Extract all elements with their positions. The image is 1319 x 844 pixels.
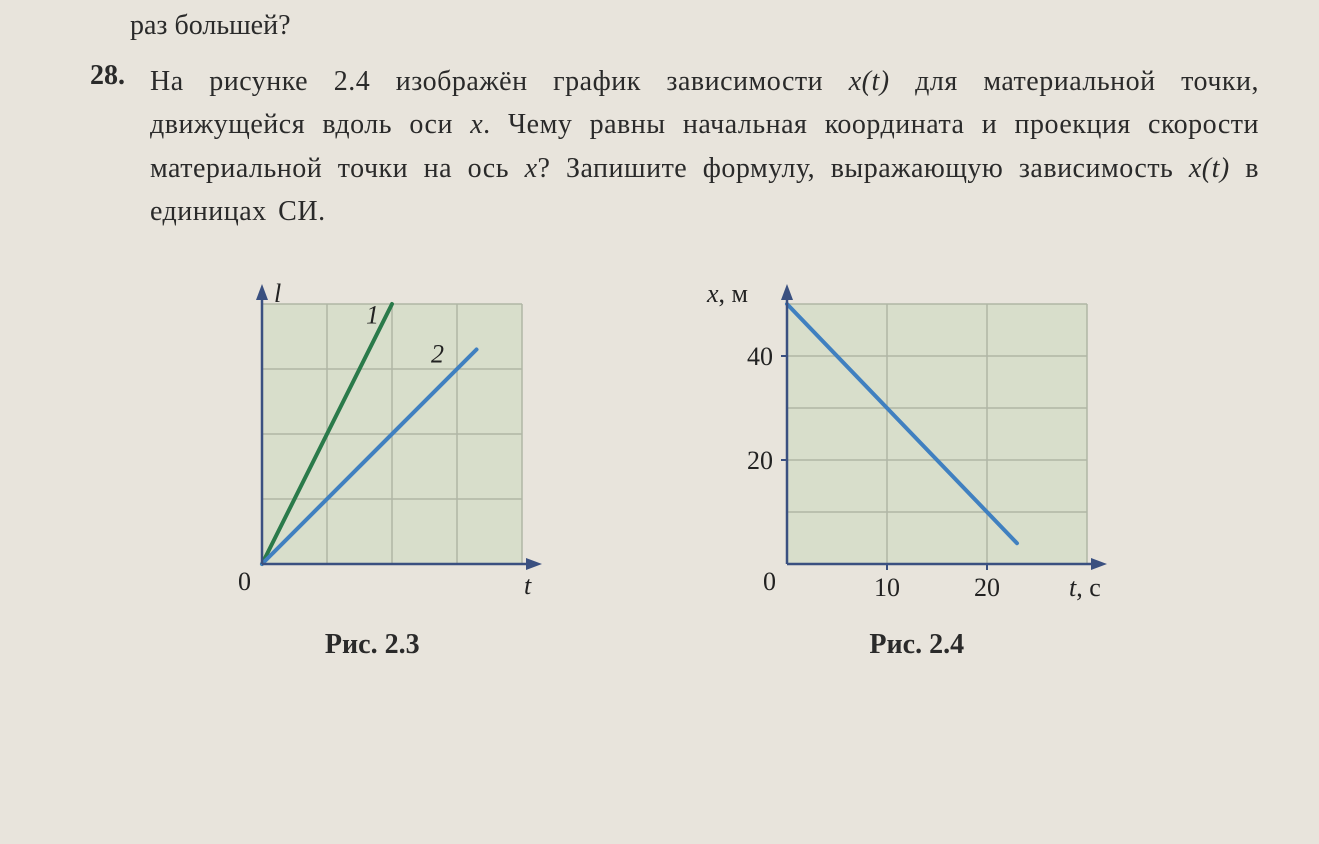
problem-text: На рисунке 2.4 изображён график зависимо… xyxy=(150,60,1259,234)
svg-text:t, с: t, с xyxy=(1069,573,1101,602)
svg-text:0: 0 xyxy=(763,567,776,596)
svg-text:x, м: x, м xyxy=(706,279,748,308)
figure-caption: Рис. 2.3 xyxy=(325,629,420,661)
text-part: На рисунке 2.4 изображён график зависимо… xyxy=(150,66,849,97)
svg-text:1: 1 xyxy=(366,300,379,329)
figure-2-4: 10 20 20 40 x, м t, с 0 Рис. 2.4 xyxy=(677,274,1157,661)
math-var: x xyxy=(525,153,538,184)
svg-text:40: 40 xyxy=(747,342,773,371)
svg-text:t: t xyxy=(524,571,532,600)
svg-text:20: 20 xyxy=(974,573,1000,602)
svg-text:10: 10 xyxy=(874,573,900,602)
svg-text:0: 0 xyxy=(238,567,251,596)
math-var: x(t) xyxy=(1189,153,1230,184)
svg-text:l: l xyxy=(274,279,281,308)
page-content: раз большей? 28. На рисунке 2.4 изображё… xyxy=(0,0,1319,661)
math-var: x(t) xyxy=(849,66,890,97)
svg-text:2: 2 xyxy=(431,339,444,368)
figures-row: l t 0 1 2 Рис. 2.3 10 20 20 40 x, м t, с 0 Рис. 2.… xyxy=(90,274,1259,661)
chart-2-4: 10 20 20 40 x, м t, с 0 xyxy=(677,274,1157,614)
fragment-text: раз большей? xyxy=(130,10,1259,42)
text-part: ? Запишите формулу, выражающую зависи­мо… xyxy=(538,153,1189,184)
svg-text:20: 20 xyxy=(747,446,773,475)
problem-28: 28. На рисунке 2.4 изображён график зави… xyxy=(90,60,1259,234)
problem-number: 28. xyxy=(90,60,140,234)
figure-caption: Рис. 2.4 xyxy=(869,629,964,661)
math-var: x xyxy=(470,109,483,140)
figure-2-3: l t 0 1 2 Рис. 2.3 xyxy=(192,274,552,661)
chart-2-3: l t 0 1 2 xyxy=(192,274,552,614)
